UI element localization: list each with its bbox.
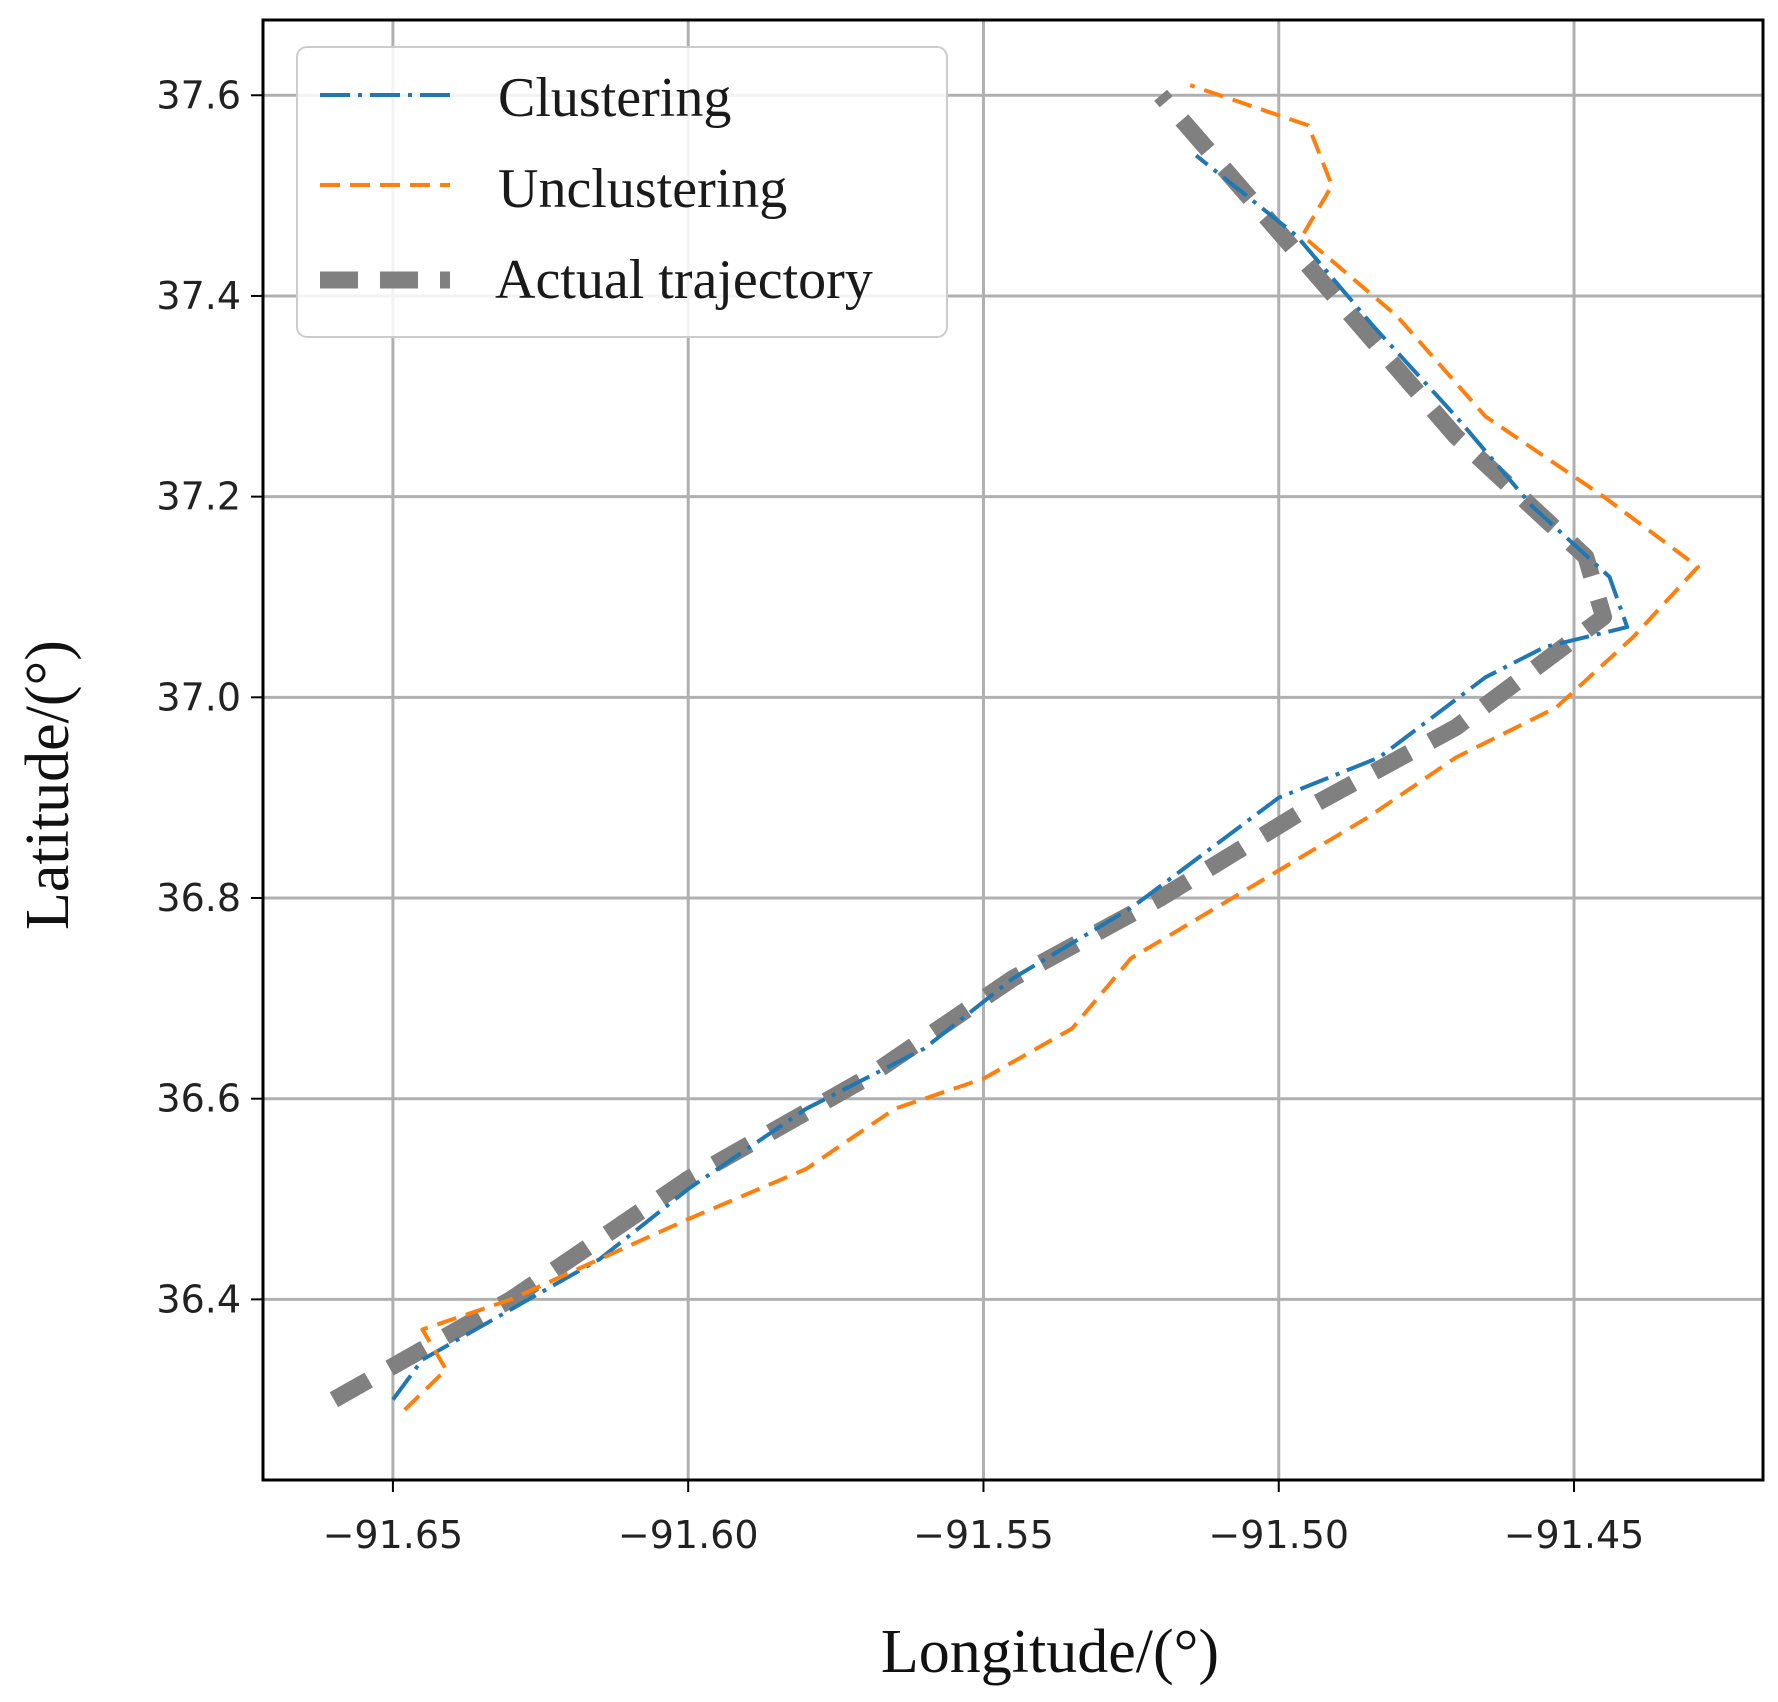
legend: Clustering Unclustering Actual trajector… [296,46,948,338]
y-tick-label: 36.6 [156,1077,241,1121]
x-tick-label: −91.65 [323,1513,464,1557]
grid-lines [263,20,1763,1480]
y-axis-label: Latitude/(°) [14,640,82,930]
plot-frame [261,18,1765,1482]
y-tick-label: 37.4 [156,274,241,318]
legend-box [296,46,948,338]
series-line-unclustering [403,83,1700,1412]
legend-label-unclustering: Unclustering [498,158,787,220]
x-tick-label: −91.55 [913,1513,1054,1557]
y-tick-label: 36.8 [156,876,241,920]
series-layer [329,83,1700,1412]
legend-label-actual-trajectory: Actual trajectory [495,249,873,311]
x-tick-label: −91.50 [1208,1513,1349,1557]
y-tick-label: 37.6 [156,73,241,117]
series-line-actual-trajectory [329,89,1613,1408]
y-axis: 36.4 36.6 36.8 37.0 37.2 37.4 37.6 [156,73,263,1321]
legend-label-clustering: Clustering [498,67,731,129]
series-line-clustering [391,153,1630,1401]
x-axis: −91.65 −91.60 −91.55 −91.50 −91.45 [323,1480,1645,1557]
y-tick-label: 36.4 [156,1277,241,1321]
x-axis-label: Longitude/(°) [881,1618,1219,1686]
x-tick-label: −91.45 [1504,1513,1645,1557]
y-tick-label: 37.2 [156,475,241,519]
y-tick-label: 37.0 [156,675,241,719]
x-tick-label: −91.60 [618,1513,759,1557]
